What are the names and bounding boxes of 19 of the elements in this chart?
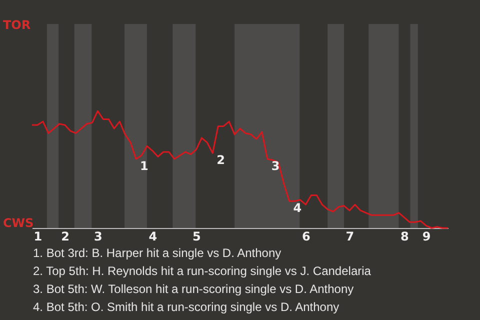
text: 4. Bot 5th: O. Smith hit a run-scoring single vs D. Anthony <box>33 299 340 316</box>
annotation: 4 <box>293 201 302 216</box>
annotation: 2 <box>216 153 225 168</box>
x-tick-label: 5 <box>192 230 201 244</box>
annotation: 1 <box>140 158 148 173</box>
text: TOR <box>3 18 31 32</box>
text: 3. Bot 5th: W. Tolleson hit a run-scoring single vs D. Anthony <box>33 281 355 298</box>
x-tick-label: 8 <box>400 230 409 244</box>
x-tick-label: 6 <box>302 230 310 244</box>
x-tick-label: 7 <box>346 230 354 244</box>
text: 2. Top 5th: H. Reynolds hit a run-scoring single vs J. Candelaria <box>33 263 371 280</box>
annotation: CWS <box>3 216 34 230</box>
x-tick-label: 1 <box>34 230 42 244</box>
annotation: 3 <box>271 158 280 173</box>
text: 1. Bot 3rd: B. Harper hit a single vs D. Anthony <box>33 245 282 262</box>
x-tick-label: 3 <box>94 230 102 244</box>
x-tick-label: 9 <box>422 230 431 244</box>
x-tick-label: 4 <box>148 230 158 244</box>
x-tick-label: 2 <box>61 230 70 244</box>
